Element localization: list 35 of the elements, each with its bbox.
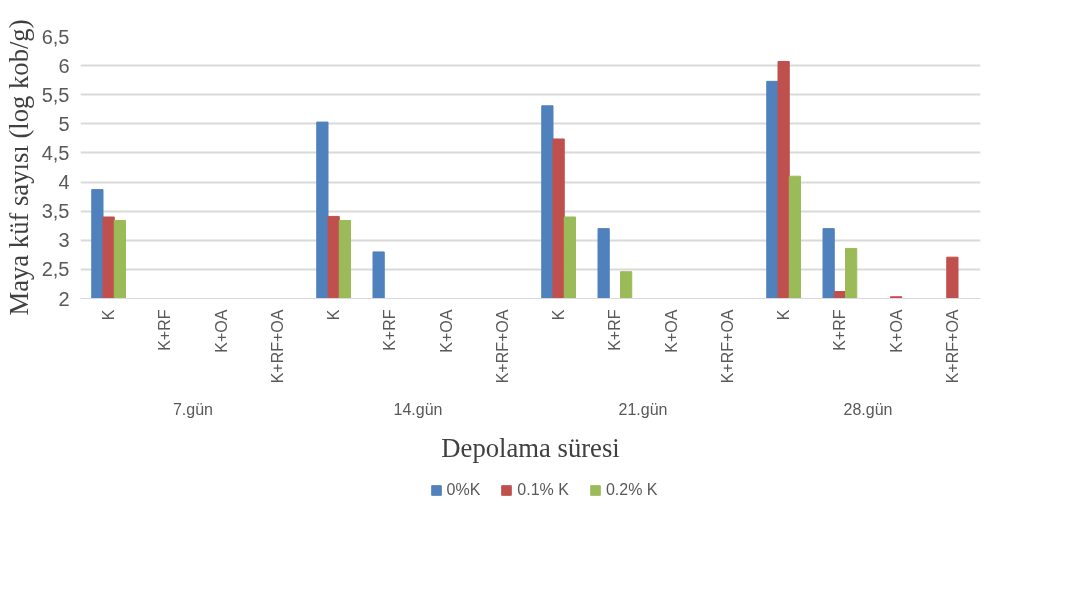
x-tick-label: K+OA bbox=[887, 309, 905, 353]
text: 7.gün bbox=[172, 400, 214, 418]
x-tick-label: K bbox=[100, 309, 118, 321]
y-tick-label: 5 bbox=[58, 112, 70, 135]
x-axis-title: Depolama süresi bbox=[441, 432, 620, 463]
x-tick-label: K+RF bbox=[831, 309, 849, 351]
y-tick-label: 6 bbox=[58, 54, 70, 77]
y-tick-label: 2 bbox=[58, 287, 70, 310]
x-tick-label: K bbox=[775, 309, 793, 321]
y-tick-label: 4 bbox=[58, 171, 70, 194]
y-axis-title: Maya küf sayısı (log kob/g) bbox=[3, 19, 34, 316]
legend-label: 0.2% K bbox=[605, 481, 658, 499]
y-tick-label: 5,5 bbox=[41, 83, 70, 106]
x-tick-label: K+RF+OA bbox=[718, 309, 736, 384]
x-tick-label: K bbox=[325, 309, 343, 321]
x-tick-label: K+RF bbox=[606, 309, 624, 351]
y-tick-label: 6,5 bbox=[41, 25, 70, 48]
y-tick-label: 3 bbox=[58, 229, 70, 252]
x-tick-label: K+RF+OA bbox=[493, 309, 511, 384]
x-tick-label: K+RF+OA bbox=[268, 309, 286, 384]
legend-label: 0.1% K bbox=[517, 481, 569, 499]
text: 21.gün bbox=[618, 400, 668, 418]
y-tick-label: 4,5 bbox=[41, 141, 70, 164]
x-tick-label: K+RF bbox=[156, 309, 174, 351]
x-tick-label: K+OA bbox=[662, 309, 680, 353]
text: 28.gün bbox=[843, 400, 893, 418]
text: 14.gün bbox=[393, 400, 443, 418]
x-tick-label: K+OA bbox=[437, 309, 455, 353]
y-tick-label: 3,5 bbox=[41, 200, 70, 223]
x-tick-label: K+RF+OA bbox=[943, 309, 961, 384]
legend-label: 0%K bbox=[446, 481, 481, 499]
y-tick-label: 2,5 bbox=[41, 258, 70, 281]
x-tick-label: K+RF bbox=[381, 309, 399, 351]
x-tick-label: K bbox=[550, 309, 568, 321]
x-tick-label: K+OA bbox=[212, 309, 230, 353]
